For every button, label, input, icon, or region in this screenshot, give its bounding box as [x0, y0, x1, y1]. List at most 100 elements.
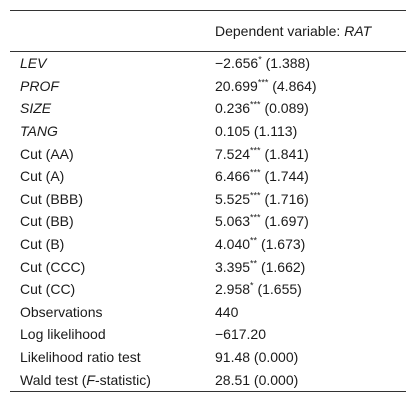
row-label: SIZE — [20, 100, 52, 117]
row-label-cell: Cut (BB) — [10, 210, 215, 233]
standard-error: (1.655) — [253, 281, 302, 298]
row-value-cell: 0.105 (1.113) — [215, 120, 406, 143]
row-label-cell: TANG — [10, 120, 215, 143]
significance-stars: * — [250, 280, 254, 291]
standard-error: (0.089) — [260, 100, 309, 117]
row-value-cell: 91.48 (0.000) — [215, 346, 406, 369]
row-value-cell: 440 — [215, 301, 406, 324]
table-row: Cut (BB) 5.063*** (1.697) — [10, 210, 406, 233]
row-value-cell: 2.958* (1.655) — [215, 278, 406, 301]
table-row: Cut (BBB) 5.525*** (1.716) — [10, 188, 406, 211]
row-label: LEV — [20, 55, 47, 72]
regression-table: Dependent variable: RAT LEV −2.656* (1.38… — [10, 10, 406, 392]
row-value-cell: 4.040** (1.673) — [215, 233, 406, 256]
row-label: Cut (A) — [20, 168, 65, 185]
coefficient: 440 — [215, 303, 239, 320]
significance-stars: * — [258, 54, 262, 65]
table-row: Likelihood ratio test 91.48 (0.000) — [10, 346, 406, 369]
coefficient: 2.958 — [215, 281, 251, 298]
significance-stars: *** — [250, 145, 261, 156]
row-label-cell: Likelihood ratio test — [10, 346, 215, 369]
row-value-cell: 28.51 (0.000) — [215, 368, 406, 392]
standard-error: (1.841) — [260, 145, 309, 162]
table-row: Wald test (F-statistic) 28.51 (0.000) — [10, 368, 406, 392]
standard-error: (1.744) — [260, 168, 309, 185]
table-row: Log likelihood −617.20 — [10, 323, 406, 346]
row-label: Log likelihood — [20, 326, 106, 343]
standard-error: (1.673) — [257, 236, 306, 253]
row-value-cell: −2.656* (1.388) — [215, 52, 406, 75]
row-value-cell: 5.063*** (1.697) — [215, 210, 406, 233]
standard-error: (1.388) — [261, 55, 310, 72]
standard-error: (1.697) — [260, 213, 309, 230]
row-label-cell: Observations — [10, 301, 215, 324]
coefficient: 5.525 — [215, 190, 251, 207]
significance-stars: ** — [250, 257, 258, 268]
standard-error: (1.716) — [260, 190, 309, 207]
row-label-wald-italic: F — [86, 371, 95, 388]
coefficient: 7.524 — [215, 145, 251, 162]
coefficient: −2.656 — [215, 55, 259, 72]
row-label: Observations — [20, 303, 103, 320]
row-label-cell: Cut (B) — [10, 233, 215, 256]
row-label-cell: PROF — [10, 75, 215, 98]
row-label: Cut (B) — [20, 236, 65, 253]
coefficient: −617.20 — [215, 326, 266, 343]
row-label: Cut (CCC) — [20, 258, 86, 275]
row-value-cell: 5.525*** (1.716) — [215, 188, 406, 211]
row-label: Cut (BBB) — [20, 190, 84, 207]
row-value-cell: 0.236*** (0.089) — [215, 97, 406, 120]
table-header-row: Dependent variable: RAT — [10, 10, 406, 52]
row-label-cell: Cut (AA) — [10, 142, 215, 165]
row-value-cell: 3.395** (1.662) — [215, 255, 406, 278]
significance-stars: *** — [250, 190, 261, 201]
table-row: TANG 0.105 (1.113) — [10, 120, 406, 143]
row-label-wald-suffix: -statistic) — [94, 371, 151, 388]
regression-table-container: Dependent variable: RAT LEV −2.656* (1.38… — [10, 10, 406, 392]
table-body: LEV −2.656* (1.388) PROF 20.699*** (4.864) S… — [10, 52, 406, 392]
row-label-cell: Wald test (F-statistic) — [10, 368, 215, 392]
table-row: LEV −2.656* (1.388) — [10, 52, 406, 75]
row-label: Likelihood ratio test — [20, 349, 141, 366]
dependent-variable-name: RAT — [344, 23, 372, 39]
table-row: Cut (B) 4.040** (1.673) — [10, 233, 406, 256]
coefficient: 3.395 — [215, 258, 251, 275]
row-label-cell: Cut (BBB) — [10, 188, 215, 211]
row-label-cell: Cut (CCC) — [10, 255, 215, 278]
row-label-cell: LEV — [10, 52, 215, 75]
significance-stars: *** — [250, 99, 261, 110]
row-label-cell: Cut (CC) — [10, 278, 215, 301]
row-value-cell: 20.699*** (4.864) — [215, 75, 406, 98]
row-label-cell: Cut (A) — [10, 165, 215, 188]
significance-stars: *** — [250, 212, 261, 223]
coefficient: 0.236 — [215, 100, 251, 117]
row-value-cell: −617.20 — [215, 323, 406, 346]
header-dependent-variable: Dependent variable: RAT — [215, 10, 406, 52]
row-label: TANG — [20, 123, 58, 140]
coefficient: 5.063 — [215, 213, 251, 230]
row-label: Cut (AA) — [20, 145, 74, 162]
standard-error: (4.864) — [268, 77, 317, 94]
coefficient: 91.48 (0.000) — [215, 349, 299, 366]
coefficient: 4.040 — [215, 236, 251, 253]
coefficient: 6.466 — [215, 168, 251, 185]
table-row: Cut (CCC) 3.395** (1.662) — [10, 255, 406, 278]
table-row: Cut (AA) 7.524*** (1.841) — [10, 142, 406, 165]
table-row: Cut (A) 6.466*** (1.744) — [10, 165, 406, 188]
table-row: SIZE 0.236*** (0.089) — [10, 97, 406, 120]
row-label-wald-prefix: Wald test ( — [20, 371, 87, 388]
table-row: PROF 20.699*** (4.864) — [10, 75, 406, 98]
row-value-cell: 7.524*** (1.841) — [215, 142, 406, 165]
coefficient: 0.105 (1.113) — [215, 123, 298, 140]
significance-stars: *** — [257, 77, 269, 88]
significance-stars: *** — [250, 167, 261, 178]
row-label-cell: Log likelihood — [10, 323, 215, 346]
row-label: PROF — [20, 77, 59, 94]
header-blank-cell — [10, 10, 215, 52]
row-label: Cut (CC) — [20, 281, 76, 298]
coefficient: 20.699 — [215, 77, 258, 94]
row-value-cell: 6.466*** (1.744) — [215, 165, 406, 188]
significance-stars: ** — [250, 235, 258, 246]
table-row: Observations 440 — [10, 301, 406, 324]
row-label: Cut (BB) — [20, 213, 74, 230]
